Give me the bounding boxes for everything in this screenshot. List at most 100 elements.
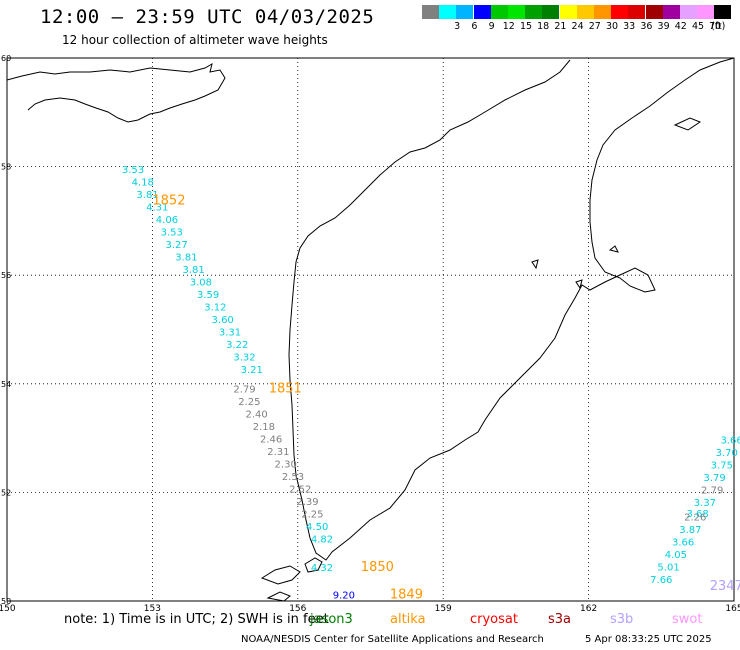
colorbar-label: 15 xyxy=(519,21,533,32)
wave-height-value: 3.75 xyxy=(711,461,733,472)
wave-height-value: 2.53 xyxy=(282,472,304,483)
colorbar-swatch xyxy=(456,5,474,19)
map-frame xyxy=(6,57,735,602)
colorbar-swatch xyxy=(559,5,577,19)
colorbar-label: 9 xyxy=(488,21,495,32)
colorbar-label: 21 xyxy=(554,21,567,32)
wave-height-value: 3.59 xyxy=(197,290,219,301)
wave-height-value: 2.46 xyxy=(260,434,282,445)
wave-height-value: 3.21 xyxy=(241,365,263,376)
karaginsky-island xyxy=(531,259,539,270)
latitude-tick-label: 56 xyxy=(1,271,11,280)
wave-height-value: 4.06 xyxy=(156,215,178,226)
colorbar-label: 39 xyxy=(657,21,670,32)
graticule xyxy=(6,57,735,602)
generation-timestamp: 5 Apr 08:33:25 UTC 2025 xyxy=(585,634,712,645)
wave-height-value: 3.27 xyxy=(166,240,188,251)
wave-height-value: 2.18 xyxy=(253,422,275,433)
wave-height-value: 2.31 xyxy=(267,447,289,458)
wave-height-value: 4.32 xyxy=(311,563,333,574)
colorbar-swatch xyxy=(576,5,594,19)
altimeter-tracks: 3.534.183.814.314.063.533.273.813.813.08… xyxy=(122,165,740,602)
wave-height-value: 3.68 xyxy=(687,509,709,520)
credit-line: NOAA/NESDIS Center for Satellite Applica… xyxy=(241,634,544,645)
wave-height-value: 2.39 xyxy=(296,497,318,508)
wave-height-value: 2.79 xyxy=(233,384,255,395)
footnote: note: 1) Time is in UTC; 2) SWH is in fe… xyxy=(64,612,329,627)
wave-height-value: 3.81 xyxy=(175,253,197,264)
colorbar-swatch xyxy=(508,5,525,19)
small-island-1 xyxy=(608,245,619,253)
colorbar-swatch xyxy=(645,5,663,19)
colorbar-swatch xyxy=(422,5,439,19)
colorbar-label: 45 xyxy=(691,21,705,32)
map-title: 12:00 – 23:59 UTC 04/03/2025 xyxy=(40,6,375,28)
colorbar-label: 18 xyxy=(537,21,550,32)
axis-tick-labels: 150 153 156 159 162 165 60 58 56 54 52 50 xyxy=(0,54,740,614)
pass-time-label: 1851 xyxy=(269,381,302,396)
colorbar-label: 12 xyxy=(502,21,515,32)
wave-height-value: 3.32 xyxy=(233,352,255,363)
wave-height-value: 3.12 xyxy=(204,302,226,313)
wave-height-value: 3.70 xyxy=(716,448,738,459)
wave-height-value: 3.79 xyxy=(703,473,725,484)
coastline xyxy=(6,57,735,602)
wave-height-value: 3.87 xyxy=(679,525,701,536)
wave-height-value: 2.40 xyxy=(245,409,267,420)
wave-height-value: 4.18 xyxy=(132,178,154,189)
wave-height-value: 2.52 xyxy=(289,484,311,495)
wave-height-value: 4.50 xyxy=(306,522,328,533)
wave-height-value: 3.08 xyxy=(190,278,212,289)
wave-height-value: 5.01 xyxy=(657,563,679,574)
latitude-tick-label: 60 xyxy=(1,54,11,63)
pass-time-label: 2347 xyxy=(710,579,740,594)
colorbar-swatch xyxy=(525,5,543,19)
pass-time-label: 1849 xyxy=(390,587,423,602)
satellite-legend-entry: altika xyxy=(390,612,426,627)
colorbar-swatch xyxy=(697,5,715,19)
longitude-tick-label: 165 xyxy=(725,604,740,614)
colorbar-label: 27 xyxy=(588,21,601,32)
colorbar-label: 30 xyxy=(605,21,619,32)
latitude-tick-label: 58 xyxy=(1,163,11,172)
satellite-legend-entry: cryosat xyxy=(470,612,518,627)
colorbar-swatch xyxy=(542,5,560,19)
wave-height-value: 7.66 xyxy=(650,575,672,586)
colorbar-swatch xyxy=(594,5,611,19)
wave-height-value: 4.82 xyxy=(311,534,333,545)
longitude-tick-label: 162 xyxy=(580,604,597,614)
colorbar-swatch xyxy=(714,5,732,19)
pass-time-label: 1850 xyxy=(361,560,394,575)
colorbar-swatch xyxy=(490,5,508,19)
longitude-tick-label: 153 xyxy=(144,604,161,614)
colorbar-swatch xyxy=(473,5,491,19)
wave-height-value: 3.81 xyxy=(136,190,158,201)
latitude-tick-label: 50 xyxy=(1,597,11,606)
colorbar-label: 24 xyxy=(571,21,584,32)
satellite-legend-entry: swot xyxy=(672,612,703,627)
kuril-island-1 xyxy=(260,565,301,585)
colorbar-label: 3 xyxy=(454,21,461,32)
wave-height-value: 2.79 xyxy=(701,485,723,496)
wave-height-value: 3.31 xyxy=(219,327,241,338)
colorbar-swatch xyxy=(611,5,629,19)
colorbar-label: 42 xyxy=(674,21,687,32)
colorbar-swatch xyxy=(628,5,646,19)
wave-height-value: 9.20 xyxy=(333,590,355,601)
latitude-tick-label: 54 xyxy=(1,380,11,389)
longitude-tick-label: 159 xyxy=(435,604,452,614)
colorbar-swatch xyxy=(439,5,457,19)
colorbar-swatch xyxy=(662,5,680,19)
small-island-2 xyxy=(575,279,583,290)
kuril-island-3 xyxy=(266,591,291,602)
wave-height-value: 3.53 xyxy=(161,228,183,239)
colorbar-label: 70 xyxy=(709,21,722,32)
wave-height-value: 3.60 xyxy=(212,315,234,326)
satellite-legend-entry: jason3 xyxy=(310,612,353,627)
pass-time-label: 1852 xyxy=(152,194,185,209)
map-subtitle: 12 hour collection of altimeter wave hei… xyxy=(62,33,328,47)
colorbar-label: 36 xyxy=(640,21,653,32)
wave-height-value: 3.53 xyxy=(122,165,144,176)
wave-height-value: 3.66 xyxy=(672,538,694,549)
